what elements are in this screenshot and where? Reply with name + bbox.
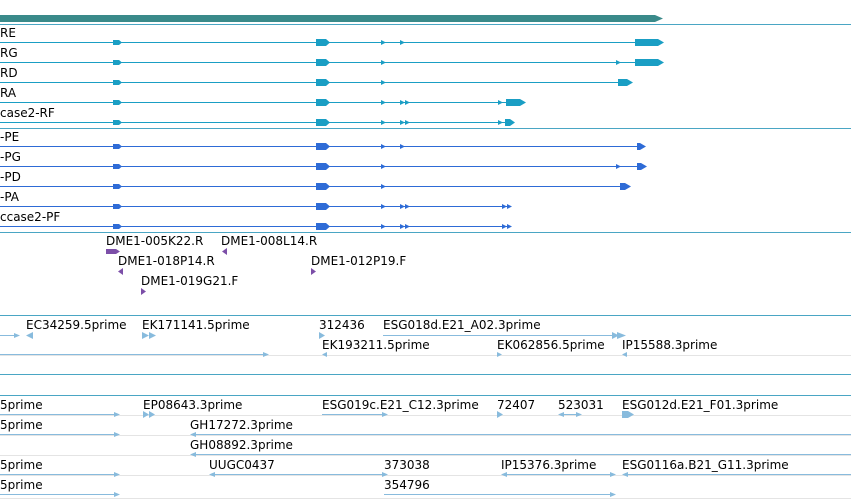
protein-row[interactable]: ccase2-PF	[0, 210, 512, 230]
protein-label: -PE	[0, 130, 19, 144]
est-feature[interactable]: 373038	[384, 458, 430, 472]
transcript-label: case2-RF	[0, 106, 55, 120]
est-feature[interactable]: 5prime	[0, 458, 120, 477]
protein-row[interactable]: -PG	[0, 150, 647, 170]
clone-feature[interactable]: DME1-012P19.F	[311, 254, 406, 275]
est-feature[interactable]: 354796	[384, 478, 616, 497]
row-separators	[0, 355, 851, 499]
transcript-row[interactable]: RG	[0, 46, 664, 66]
protein-track: -PE -PG -PD	[0, 130, 647, 230]
est-feature[interactable]: 523031	[558, 398, 604, 417]
est-label: 312436	[319, 318, 365, 332]
clone-label: DME1-012P19.F	[311, 254, 406, 268]
est-label: EK062856.5prime	[497, 338, 605, 352]
clone-feature[interactable]: DME1-018P14.R	[118, 254, 215, 275]
est-label: ESG0116a.B21_G11.3prime	[622, 458, 789, 472]
est-label: 373038	[384, 458, 430, 472]
est-feature[interactable]: IP15588.3prime	[622, 338, 717, 357]
track-dividers	[0, 24, 851, 396]
est-feature[interactable]: UUGC0437	[209, 458, 388, 477]
protein-label: -PG	[0, 150, 21, 164]
protein-label: ccase2-PF	[0, 210, 60, 224]
est-label: IP15376.3prime	[501, 458, 596, 472]
est-label: 72407	[497, 398, 535, 412]
gene-feature[interactable]	[0, 15, 663, 22]
est-label: 5prime	[0, 458, 43, 472]
est-track: EC34259.5prime EK171141.5prime 312436 ES…	[0, 318, 851, 497]
clone-label: DME1-019G21.F	[141, 274, 238, 288]
est-feature[interactable]: ESG0116a.B21_G11.3prime	[622, 458, 851, 477]
clone-label: DME1-005K22.R	[106, 234, 203, 248]
est-feature[interactable]: GH17272.3prime	[190, 418, 851, 437]
est-feature[interactable]	[0, 352, 269, 357]
transcript-row[interactable]: RA	[0, 86, 526, 106]
est-label: 5prime	[0, 418, 43, 432]
clone-feature[interactable]: DME1-005K22.R	[106, 234, 203, 254]
est-feature[interactable]: EK193211.5prime	[322, 338, 430, 357]
est-feature[interactable]: EP08643.3prime	[143, 398, 242, 418]
transcript-label: RA	[0, 86, 17, 100]
transcript-label: RE	[0, 26, 16, 40]
protein-label: -PD	[0, 170, 21, 184]
est-feature[interactable]: ESG019c.E21_C12.3prime	[322, 398, 479, 417]
est-label: 5prime	[0, 398, 43, 412]
transcript-label: RD	[0, 66, 18, 80]
est-label: 523031	[558, 398, 604, 412]
est-feature[interactable]: 312436	[319, 318, 365, 339]
est-label: GH17272.3prime	[190, 418, 293, 432]
est-label: EP08643.3prime	[143, 398, 242, 412]
est-label: UUGC0437	[209, 458, 275, 472]
est-label: GH08892.3prime	[190, 438, 293, 452]
transcript-row[interactable]: case2-RF	[0, 106, 515, 126]
clone-label: DME1-018P14.R	[118, 254, 215, 268]
est-feature[interactable]: 72407	[497, 398, 535, 418]
est-feature[interactable]: IP15376.3prime	[501, 458, 616, 477]
protein-row[interactable]: -PA	[0, 190, 512, 210]
est-feature[interactable]: EK062856.5prime	[497, 338, 605, 357]
est-feature[interactable]	[0, 333, 20, 338]
est-label: 5prime	[0, 478, 43, 492]
est-feature[interactable]: ESG012d.E21_F01.3prime	[622, 398, 778, 418]
clone-feature[interactable]: DME1-019G21.F	[141, 274, 238, 295]
protein-row[interactable]: -PE	[0, 130, 646, 150]
est-label: ESG019c.E21_C12.3prime	[322, 398, 479, 412]
est-feature[interactable]: GH08892.3prime	[190, 438, 851, 457]
est-label: EK193211.5prime	[322, 338, 430, 352]
transcript-row[interactable]: RD	[0, 66, 633, 86]
est-label: EK171141.5prime	[142, 318, 250, 332]
clone-label: DME1-008L14.R	[221, 234, 317, 248]
est-feature[interactable]: 5prime	[0, 398, 120, 417]
protein-label: -PA	[0, 190, 20, 204]
transcript-label: RG	[0, 46, 18, 60]
est-label: ESG012d.E21_F01.3prime	[622, 398, 778, 412]
est-label: EC34259.5prime	[26, 318, 127, 332]
est-feature[interactable]: EC34259.5prime	[26, 318, 127, 339]
est-feature[interactable]: 5prime	[0, 478, 120, 497]
est-feature[interactable]: EK171141.5prime	[142, 318, 250, 339]
est-feature[interactable]	[617, 332, 626, 339]
transcript-track: RE RG RD	[0, 26, 664, 126]
est-label: 354796	[384, 478, 430, 492]
protein-row[interactable]: -PD	[0, 170, 631, 190]
clone-track: DME1-005K22.R DME1-008L14.R DME1-018P14.…	[106, 234, 406, 295]
est-label: IP15588.3prime	[622, 338, 717, 352]
est-feature[interactable]: ESG018d.E21_A02.3prime	[383, 318, 619, 339]
clone-feature[interactable]: DME1-008L14.R	[221, 234, 317, 255]
est-feature[interactable]: 5prime	[0, 418, 120, 437]
est-label: ESG018d.E21_A02.3prime	[383, 318, 541, 332]
transcript-row[interactable]: RE	[0, 26, 664, 46]
